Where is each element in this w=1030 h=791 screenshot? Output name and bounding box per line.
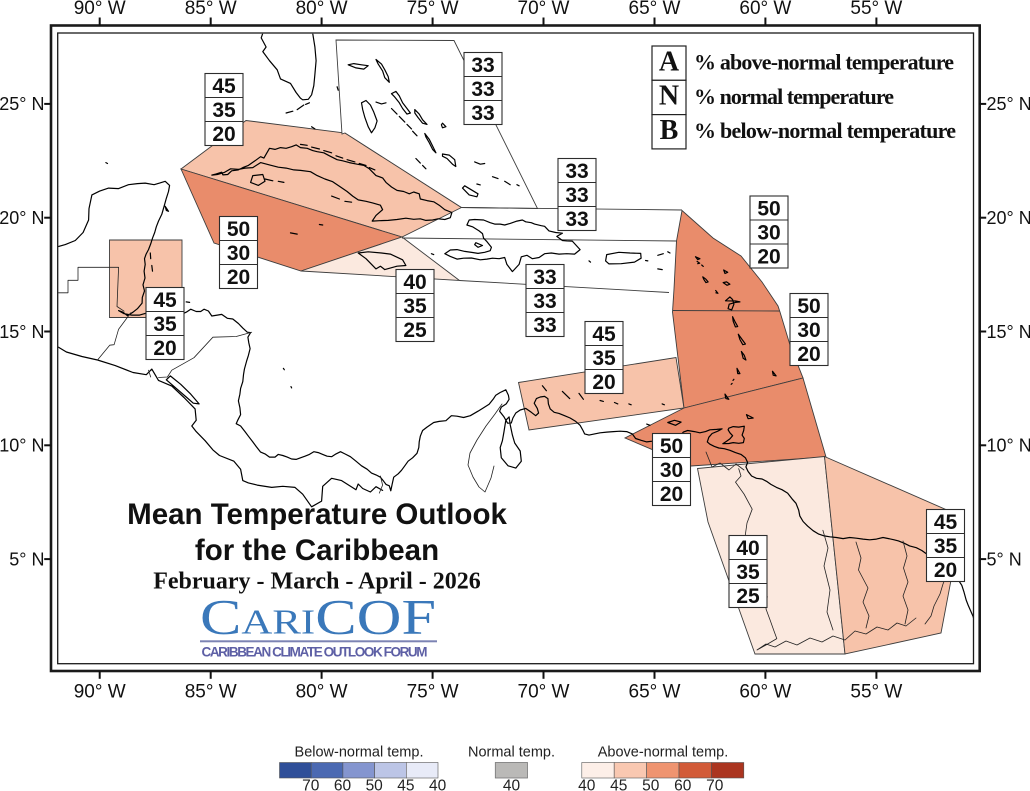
svg-text:33: 33 bbox=[565, 184, 588, 207]
svg-text:40: 40 bbox=[578, 778, 596, 791]
svg-text:60° W: 60° W bbox=[739, 0, 791, 19]
svg-text:20: 20 bbox=[757, 246, 780, 269]
svg-text:40: 40 bbox=[429, 778, 447, 791]
svg-text:50: 50 bbox=[757, 198, 780, 221]
svg-text:February - March - April - 202: February - March - April - 2026 bbox=[153, 569, 481, 595]
svg-text:70° W: 70° W bbox=[518, 682, 570, 703]
svg-text:5° N: 5° N bbox=[987, 549, 1022, 569]
svg-text:40: 40 bbox=[403, 271, 426, 294]
svg-text:10° N: 10° N bbox=[987, 436, 1030, 456]
svg-text:45: 45 bbox=[153, 289, 177, 312]
svg-text:25: 25 bbox=[736, 585, 760, 608]
svg-text:50: 50 bbox=[660, 435, 683, 458]
svg-text:33: 33 bbox=[565, 208, 588, 231]
svg-text:Normal temp.: Normal temp. bbox=[468, 745, 555, 761]
svg-text:60: 60 bbox=[674, 778, 692, 791]
svg-text:A: A bbox=[659, 46, 680, 77]
svg-text:50: 50 bbox=[227, 218, 250, 241]
svg-text:33: 33 bbox=[533, 290, 556, 313]
svg-text:10° N: 10° N bbox=[0, 436, 45, 456]
svg-text:65° W: 65° W bbox=[629, 0, 681, 19]
svg-text:45: 45 bbox=[610, 778, 627, 791]
svg-text:80° W: 80° W bbox=[296, 682, 348, 703]
svg-text:75° W: 75° W bbox=[407, 0, 459, 19]
svg-text:60: 60 bbox=[334, 778, 352, 791]
svg-text:40: 40 bbox=[503, 778, 521, 791]
svg-text:25° N: 25° N bbox=[0, 94, 45, 114]
svg-text:75° W: 75° W bbox=[407, 682, 459, 703]
svg-text:80° W: 80° W bbox=[296, 0, 348, 19]
svg-text:33: 33 bbox=[533, 266, 556, 289]
svg-text:30: 30 bbox=[660, 459, 683, 482]
svg-text:35: 35 bbox=[212, 99, 236, 122]
svg-text:35: 35 bbox=[592, 347, 616, 370]
svg-text:50: 50 bbox=[366, 778, 384, 791]
svg-text:90° W: 90° W bbox=[74, 682, 126, 703]
svg-text:B: B bbox=[660, 115, 679, 146]
svg-text:70° W: 70° W bbox=[518, 0, 570, 19]
svg-text:33: 33 bbox=[471, 54, 494, 77]
svg-text:35: 35 bbox=[153, 313, 177, 336]
svg-text:20: 20 bbox=[797, 343, 820, 366]
svg-text:60° W: 60° W bbox=[739, 682, 791, 703]
svg-text:35: 35 bbox=[736, 561, 760, 584]
svg-text:55° W: 55° W bbox=[850, 0, 902, 19]
svg-text:45: 45 bbox=[397, 778, 414, 791]
svg-text:40: 40 bbox=[736, 537, 759, 560]
svg-text:65° W: 65° W bbox=[629, 682, 681, 703]
svg-text:50: 50 bbox=[797, 295, 820, 318]
svg-text:33: 33 bbox=[471, 78, 494, 101]
svg-text:25: 25 bbox=[403, 319, 427, 342]
svg-text:35: 35 bbox=[403, 295, 427, 318]
svg-text:85° W: 85° W bbox=[185, 0, 237, 19]
svg-text:70: 70 bbox=[302, 778, 320, 791]
svg-text:20: 20 bbox=[592, 371, 615, 394]
svg-text:35: 35 bbox=[934, 535, 958, 558]
svg-text:% above-normal temperature: % above-normal temperature bbox=[694, 50, 954, 75]
svg-text:30: 30 bbox=[757, 222, 780, 245]
svg-text:30: 30 bbox=[797, 319, 820, 342]
svg-text:Above-normal temp.: Above-normal temp. bbox=[598, 745, 729, 761]
svg-text:20: 20 bbox=[153, 337, 176, 360]
svg-text:70: 70 bbox=[706, 778, 724, 791]
svg-text:45: 45 bbox=[592, 323, 616, 346]
svg-text:CARIBBEAN CLIMATE OUTLOOK FORU: CARIBBEAN CLIMATE OUTLOOK FORUM bbox=[202, 645, 428, 660]
svg-text:50: 50 bbox=[642, 778, 660, 791]
svg-text:33: 33 bbox=[471, 102, 494, 125]
svg-text:5° N: 5° N bbox=[9, 549, 44, 569]
svg-text:45: 45 bbox=[934, 511, 958, 534]
svg-text:% below-normal temperature: % below-normal temperature bbox=[694, 118, 956, 143]
svg-text:55° W: 55° W bbox=[850, 682, 902, 703]
svg-text:45: 45 bbox=[212, 75, 236, 98]
svg-text:Below-normal temp.: Below-normal temp. bbox=[295, 745, 424, 761]
svg-text:33: 33 bbox=[533, 314, 556, 337]
svg-text:30: 30 bbox=[227, 242, 250, 265]
svg-text:20: 20 bbox=[660, 483, 683, 506]
svg-text:for the Caribbean: for the Caribbean bbox=[195, 534, 439, 567]
svg-text:20: 20 bbox=[227, 266, 250, 289]
svg-text:25° N: 25° N bbox=[987, 94, 1030, 114]
svg-text:90° W: 90° W bbox=[74, 0, 126, 19]
svg-text:20: 20 bbox=[934, 559, 957, 582]
svg-text:N: N bbox=[659, 81, 679, 112]
svg-text:15° N: 15° N bbox=[987, 322, 1030, 342]
svg-text:20: 20 bbox=[212, 123, 235, 146]
svg-text:% normal temperature: % normal temperature bbox=[694, 84, 894, 109]
svg-text:33: 33 bbox=[565, 160, 588, 183]
svg-text:15° N: 15° N bbox=[0, 322, 45, 342]
svg-text:Mean Temperature Outlook: Mean Temperature Outlook bbox=[127, 498, 507, 531]
svg-text:20° N: 20° N bbox=[987, 208, 1030, 228]
svg-text:85° W: 85° W bbox=[185, 682, 237, 703]
svg-text:20° N: 20° N bbox=[0, 208, 45, 228]
